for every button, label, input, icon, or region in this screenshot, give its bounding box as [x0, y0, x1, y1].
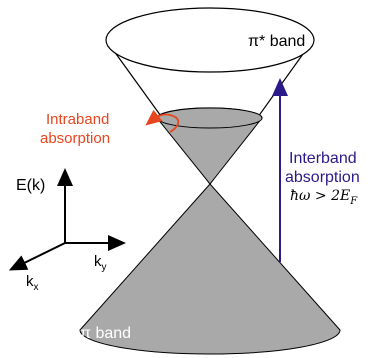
pi-star-band-label: π* band	[248, 33, 305, 50]
kx-axis-label: kx	[26, 273, 39, 293]
intraband-label-line2: absorption	[40, 130, 110, 147]
interband-condition-sub: F	[349, 196, 358, 207]
ky-axis-sub: y	[102, 262, 107, 273]
kx-axis-line	[8, 242, 66, 271]
ky-axis-label: ky	[94, 253, 107, 273]
upper-cone-top-ellipse	[105, 7, 315, 73]
interband-label-line2: absorption	[285, 169, 360, 186]
intraband-arrow	[145, 109, 180, 133]
interband-condition-main: ħω > 2E	[290, 188, 350, 204]
interband-label-line1: Interband	[289, 150, 357, 167]
lower-cone-pi-band	[79, 183, 341, 355]
energy-axis-label: E(k)	[16, 177, 45, 194]
fermi-level-ellipse	[157, 107, 263, 129]
ky-axis-main: k	[94, 253, 102, 270]
interband-condition: ħω > 2EF	[290, 188, 358, 207]
kx-axis-sub: x	[34, 282, 39, 293]
pi-band-label: π band	[80, 325, 131, 342]
intraband-label-line1: Intraband	[46, 111, 109, 128]
kx-axis-main: k	[26, 273, 34, 290]
